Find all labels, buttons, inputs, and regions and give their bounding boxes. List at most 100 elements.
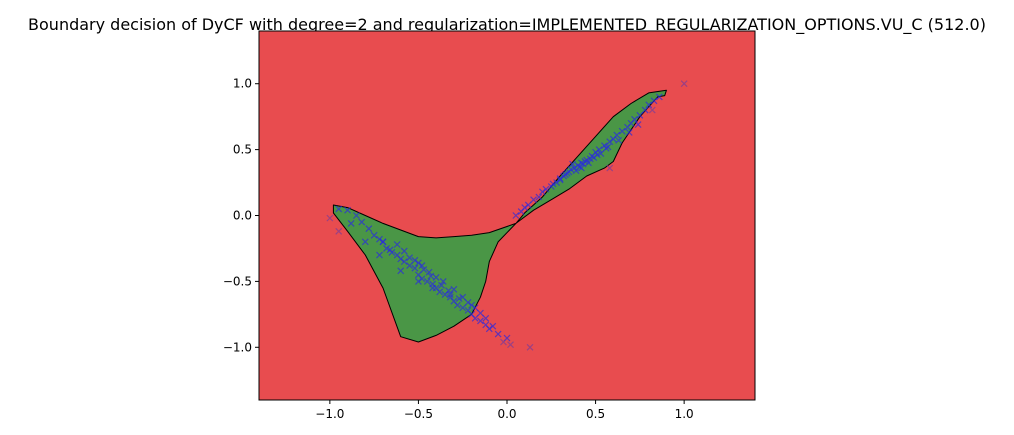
data-point xyxy=(453,301,461,309)
x-tick-label: 0.0 xyxy=(497,407,516,421)
data-point xyxy=(468,301,475,309)
data-point xyxy=(376,235,383,243)
y-tick-label: 1.0 xyxy=(233,77,252,91)
x-tick-label: 1.0 xyxy=(675,407,694,421)
data-point xyxy=(471,314,479,322)
chart-title: Boundary decision of DyCF with degree=2 … xyxy=(28,15,986,35)
y-axis: 1.0 0.5 0.0 −0.5 −1.0 xyxy=(223,77,259,354)
data-point xyxy=(393,241,401,248)
points-layer xyxy=(326,80,688,351)
data-point xyxy=(427,272,435,280)
data-point xyxy=(347,219,355,227)
data-point xyxy=(415,277,422,285)
outlier-point xyxy=(500,338,507,346)
data-point xyxy=(400,247,408,255)
outlier-point xyxy=(326,214,334,222)
data-point xyxy=(379,238,387,246)
data-point xyxy=(459,304,467,312)
data-point xyxy=(376,251,383,259)
plot-area xyxy=(258,30,756,401)
data-point xyxy=(344,206,351,214)
data-point xyxy=(650,97,658,105)
data-point xyxy=(549,180,557,188)
data-point xyxy=(477,317,484,325)
data-point xyxy=(645,101,653,109)
data-point xyxy=(418,262,426,270)
outlier-point xyxy=(606,164,614,172)
data-point xyxy=(556,176,564,184)
y-tick-label: 0.0 xyxy=(233,209,252,223)
data-point xyxy=(625,129,633,136)
data-point xyxy=(429,284,437,292)
y-tick-label: 0.5 xyxy=(233,143,252,157)
data-point xyxy=(593,151,601,159)
data-point xyxy=(579,160,587,168)
data-point xyxy=(602,144,610,152)
data-point xyxy=(450,285,458,293)
data-point xyxy=(446,291,454,298)
x-tick-label: −1.0 xyxy=(315,407,344,421)
data-point xyxy=(485,325,493,333)
data-point xyxy=(423,277,431,285)
data-point xyxy=(406,262,413,270)
data-point xyxy=(636,111,644,119)
data-point xyxy=(634,121,642,128)
data-point xyxy=(613,131,621,139)
data-point xyxy=(631,115,638,123)
outlier-point xyxy=(648,106,656,114)
data-point xyxy=(361,238,369,246)
outlier-point xyxy=(507,341,514,349)
outlier-point xyxy=(526,343,534,351)
data-point xyxy=(641,106,649,114)
data-point xyxy=(494,330,502,338)
data-point xyxy=(397,267,405,275)
data-point xyxy=(542,185,550,193)
data-point xyxy=(615,136,623,144)
data-point xyxy=(406,254,413,262)
data-point xyxy=(464,299,472,306)
data-point xyxy=(595,146,603,154)
data-point xyxy=(439,277,447,285)
data-point xyxy=(471,304,479,312)
data-point xyxy=(411,256,419,264)
data-point xyxy=(383,245,390,252)
data-point xyxy=(411,264,419,272)
data-point xyxy=(432,274,440,281)
data-point xyxy=(415,259,422,267)
data-point xyxy=(517,208,525,215)
data-point xyxy=(455,295,463,302)
data-point xyxy=(386,246,394,254)
data-point xyxy=(655,93,663,101)
data-point xyxy=(535,193,543,201)
data-point xyxy=(425,268,433,276)
data-point xyxy=(420,266,428,273)
data-point xyxy=(530,196,537,204)
data-point xyxy=(597,150,605,157)
data-point xyxy=(563,169,571,177)
data-point xyxy=(445,287,452,295)
data-point xyxy=(370,231,378,239)
data-point xyxy=(590,154,598,161)
x-tick-label: 0.5 xyxy=(586,407,605,421)
data-point xyxy=(477,309,484,317)
data-point xyxy=(335,205,343,213)
data-point xyxy=(353,212,360,219)
outside-region xyxy=(259,31,755,400)
data-point xyxy=(539,188,546,196)
x-tick-label: −0.5 xyxy=(404,407,433,421)
data-point xyxy=(569,160,576,168)
data-point xyxy=(438,281,445,289)
data-point xyxy=(365,225,373,233)
data-point xyxy=(418,275,426,283)
data-point xyxy=(400,258,408,266)
data-point xyxy=(586,155,594,163)
data-point xyxy=(397,255,405,263)
x-axis: −1.0 −0.5 0.0 0.5 1.0 xyxy=(315,400,694,421)
data-point xyxy=(572,167,580,175)
data-point xyxy=(618,127,626,135)
data-point xyxy=(524,201,532,209)
data-point xyxy=(577,164,585,172)
data-point xyxy=(482,314,490,322)
data-point xyxy=(606,138,614,146)
